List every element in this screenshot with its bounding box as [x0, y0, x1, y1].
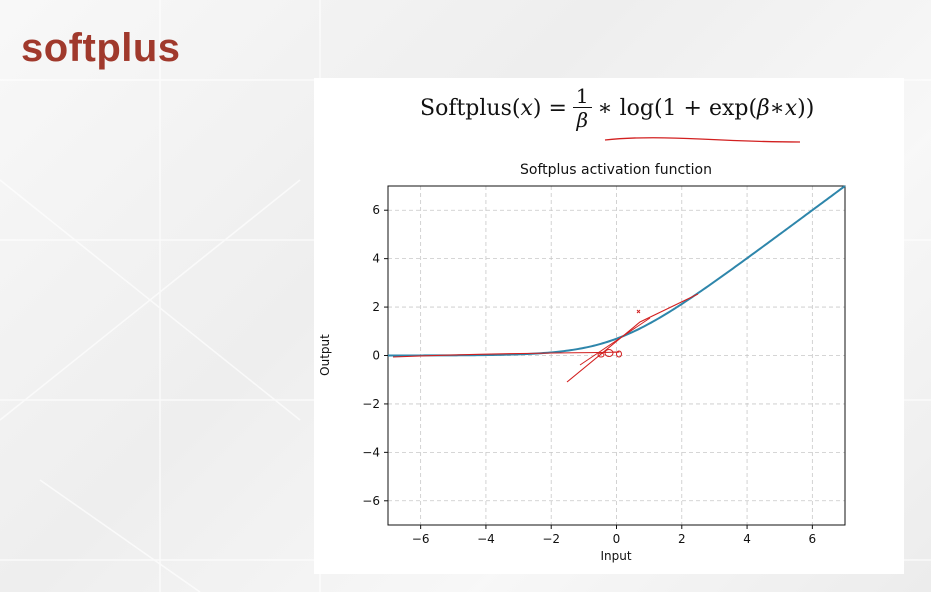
formula-rhs-var: x: [784, 96, 798, 121]
y-axis-label: Output: [318, 334, 332, 376]
formula-numerator: 1: [572, 86, 592, 108]
annotation-circle: [597, 352, 605, 358]
formula-rhs: ∗ log(1 + exp(: [597, 96, 758, 121]
y-tick-label: −4: [362, 445, 380, 459]
x-tick-label: 2: [678, 532, 686, 546]
annotation-cross-mark: [636, 309, 641, 314]
annotation-tangent-line: [579, 317, 651, 366]
y-tick-label: 2: [372, 300, 380, 314]
slide-title: softplus: [21, 26, 181, 70]
y-tick-label: −6: [362, 494, 380, 508]
formula-rhs-close: )): [797, 96, 815, 121]
x-tick-label: 0: [613, 532, 621, 546]
annotation-circle: [616, 350, 622, 358]
formula-lhs: Softplus(: [420, 96, 521, 121]
x-axis-label: Input: [600, 549, 632, 563]
chart-title: Softplus activation function: [520, 162, 712, 178]
content-panel: [314, 78, 904, 574]
annotation-tangent-line: [566, 293, 699, 383]
formula-rhs-beta: β: [757, 96, 770, 121]
y-tick-label: 6: [372, 203, 380, 217]
y-tick-label: −2: [362, 397, 380, 411]
softplus-series-line: [388, 185, 846, 357]
y-tick-label: 0: [372, 349, 380, 363]
y-tick-label: 4: [372, 252, 380, 266]
x-tick-label: −4: [477, 532, 495, 546]
formula-fraction: 1 β: [572, 86, 592, 132]
x-tick-label: 4: [743, 532, 751, 546]
annotation-circle: [604, 349, 614, 357]
x-tick-label: −6: [412, 532, 430, 546]
softplus-formula: Softplus(x) = 1 β ∗ log(1 + exp(β ∗ x)): [420, 86, 814, 131]
formula-rhs-mul: ∗: [769, 96, 785, 121]
x-tick-label: −2: [542, 532, 560, 546]
formula-lhs-var: x: [520, 96, 533, 121]
x-tick-label: 6: [809, 532, 817, 546]
formula-denominator: β: [576, 108, 589, 132]
formula-lhs-close: ) =: [532, 96, 567, 121]
